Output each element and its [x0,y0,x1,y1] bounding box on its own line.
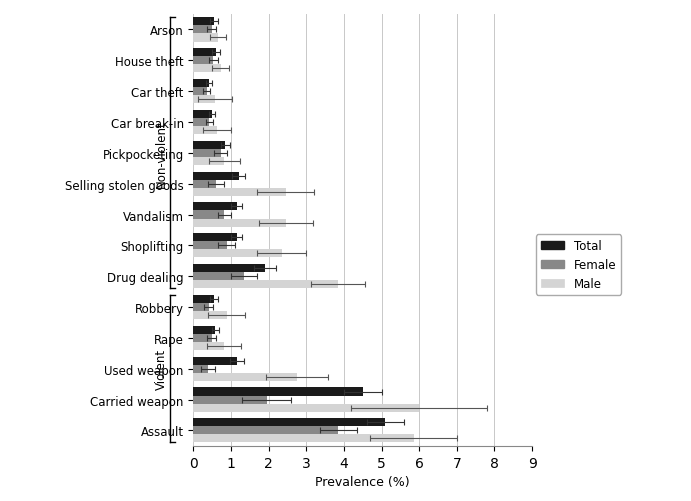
Bar [193,35,218,43]
Bar [193,242,227,250]
Bar [193,203,237,211]
Bar [193,418,386,426]
Bar [193,219,285,227]
Bar [193,326,216,334]
Legend: Total, Female, Male: Total, Female, Male [536,235,621,295]
Bar [193,111,211,119]
Bar [193,149,220,157]
Text: Non-violent: Non-violent [155,120,168,187]
Bar [193,296,214,304]
X-axis label: Prevalence (%): Prevalence (%) [316,475,410,488]
Bar [193,188,285,196]
Bar [193,57,213,65]
Bar [193,281,339,289]
Text: Violent: Violent [155,348,168,389]
Bar [193,180,216,188]
Bar [193,27,211,35]
Bar [193,96,216,104]
Bar [193,426,339,434]
Bar [193,65,220,73]
Bar [193,250,282,258]
Bar [193,404,419,412]
Bar [193,304,209,312]
Bar [193,141,225,149]
Bar [193,388,363,396]
Bar [193,234,237,242]
Bar [193,265,265,273]
Bar [193,273,245,281]
Bar [193,157,225,165]
Bar [193,373,297,381]
Bar [193,19,214,27]
Bar [193,396,267,404]
Bar [193,127,217,135]
Bar [193,365,208,373]
Bar [193,119,209,127]
Bar [193,357,237,365]
Bar [193,211,225,219]
Bar [193,88,207,96]
Bar [193,172,238,180]
Bar [193,434,413,442]
Bar [193,334,211,342]
Bar [193,342,225,350]
Bar [193,312,227,320]
Bar [193,80,209,88]
Bar [193,49,216,57]
